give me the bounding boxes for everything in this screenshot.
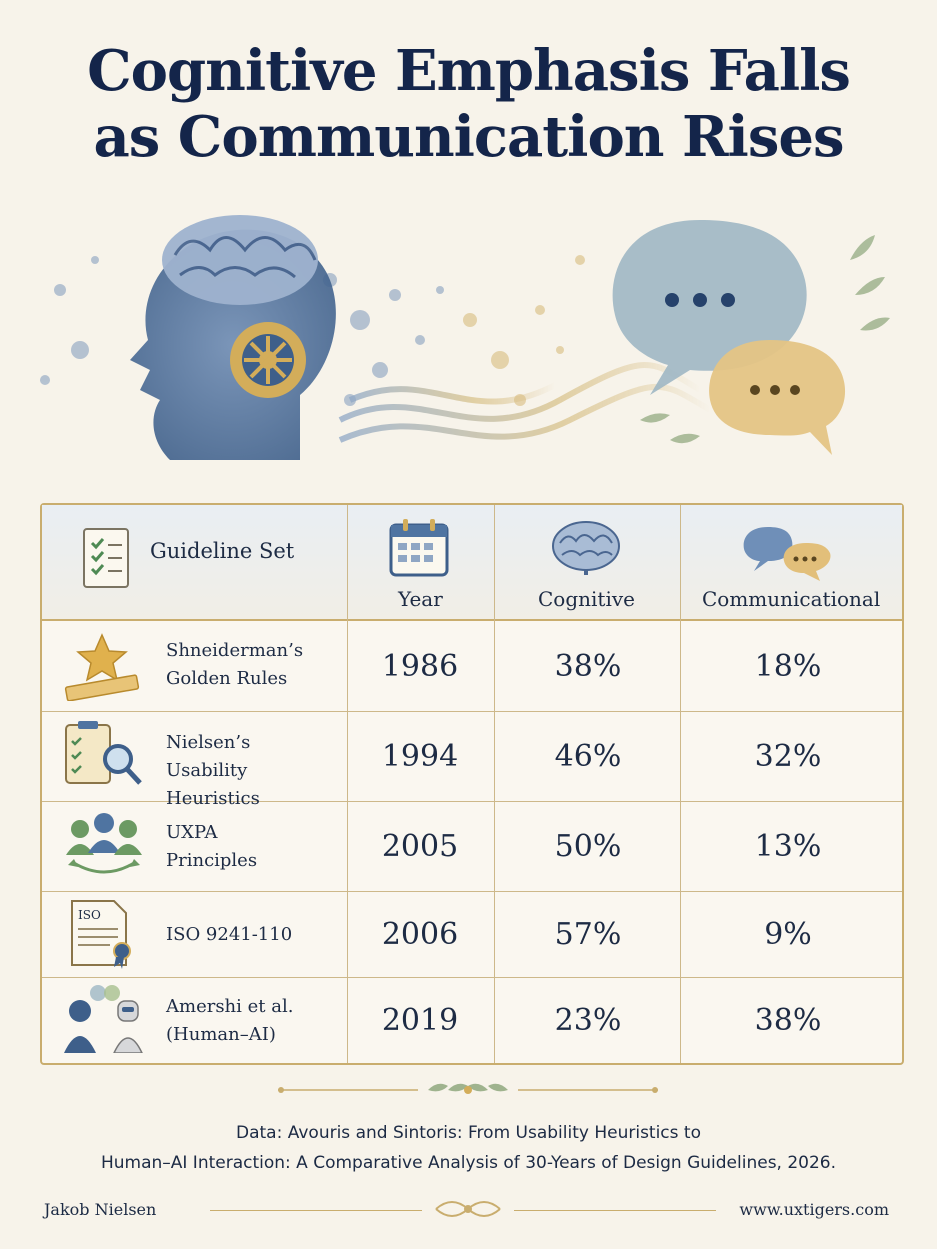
- guideline-name: Shneiderman’s Golden Rules: [166, 640, 304, 689]
- column-divider: [680, 505, 681, 1063]
- speech-bubbles-icon: [743, 527, 831, 581]
- flourish-ornament-icon: [435, 1201, 501, 1217]
- guideline-name: Amershi et al. (Human–AI): [166, 996, 294, 1045]
- communicational-value: 38%: [754, 1003, 822, 1038]
- cognitive-value: 46%: [554, 739, 622, 774]
- svg-text:ISO: ISO: [78, 908, 101, 922]
- flow-waves: [338, 362, 712, 443]
- column-header-guideline: Guideline Set: [150, 539, 295, 563]
- calendar-icon: [389, 519, 449, 577]
- table-row: Nielsen’s Usability Heuristics 1994 46% …: [42, 711, 902, 809]
- star-ruler-icon: [64, 633, 140, 701]
- year-value: 2006: [381, 917, 459, 952]
- communicational-value: 32%: [754, 739, 822, 774]
- page-title: Cognitive Emphasis Falls as Communication…: [87, 38, 851, 170]
- footer-rule-right: [514, 1210, 716, 1211]
- human-robot-icon: [64, 985, 143, 1053]
- cognitive-value: 38%: [554, 649, 622, 684]
- leaf-sprig: [640, 235, 890, 444]
- guidelines-table: Guideline Set Year Cognitive Communica: [40, 503, 904, 1065]
- year-value: 1994: [381, 739, 459, 774]
- table-row: Shneiderman’s Golden Rules 1986 38% 18%: [42, 619, 902, 711]
- iso-document-icon: ISO: [71, 900, 131, 969]
- head-to-speech-illustration: [40, 215, 890, 460]
- column-header-year: Year: [398, 587, 443, 611]
- author-name: Jakob Nielsen: [44, 1200, 157, 1219]
- communicational-value: 13%: [754, 829, 822, 864]
- year-value: 2019: [381, 1003, 459, 1038]
- column-divider: [347, 505, 348, 1063]
- brain-icon: [162, 215, 318, 305]
- website-url: www.uxtigers.com: [739, 1200, 889, 1219]
- table-row: UXPA Principles 2005 50% 13%: [42, 801, 902, 891]
- communicational-value: 9%: [764, 917, 812, 952]
- column-header-cognitive: Cognitive: [538, 587, 635, 611]
- brain-icon: [552, 521, 620, 575]
- guideline-name: UXPA Principles: [166, 822, 258, 871]
- row-divider: [42, 891, 902, 892]
- clipboard-magnifier-icon: [65, 721, 142, 785]
- people-cycle-icon: [66, 813, 142, 874]
- column-header-communicational: Communicational: [702, 587, 881, 611]
- speech-bubble-gold-icon: [709, 340, 846, 455]
- table-row: ISO ISO 9241-110 2006 57% 9%: [42, 891, 902, 977]
- communicational-value: 18%: [754, 649, 822, 684]
- table-header: Guideline Set Year Cognitive Communica: [42, 505, 902, 621]
- column-divider: [494, 505, 495, 1063]
- year-value: 1986: [381, 649, 459, 684]
- source-citation: Data: Avouris and Sintoris: From Usabili…: [100, 1123, 837, 1173]
- leaf-ornament-divider: [278, 1083, 658, 1094]
- row-divider: [42, 977, 902, 978]
- cognitive-value: 57%: [554, 917, 622, 952]
- year-value: 2005: [381, 829, 459, 864]
- gear-icon: [230, 322, 306, 398]
- cognitive-value: 50%: [554, 829, 622, 864]
- row-divider: [42, 711, 902, 712]
- guideline-name: ISO 9241-110: [166, 924, 293, 945]
- guideline-name: Nielsen’s Usability Heuristics: [166, 732, 260, 809]
- row-divider: [42, 801, 902, 802]
- checklist-document-icon: [83, 528, 129, 588]
- footer-rule-left: [210, 1210, 422, 1211]
- cognitive-value: 23%: [554, 1003, 622, 1038]
- gold-splatter: [463, 255, 585, 406]
- table-row: Amershi et al. (Human–AI) 2019 23% 38%: [42, 977, 902, 1063]
